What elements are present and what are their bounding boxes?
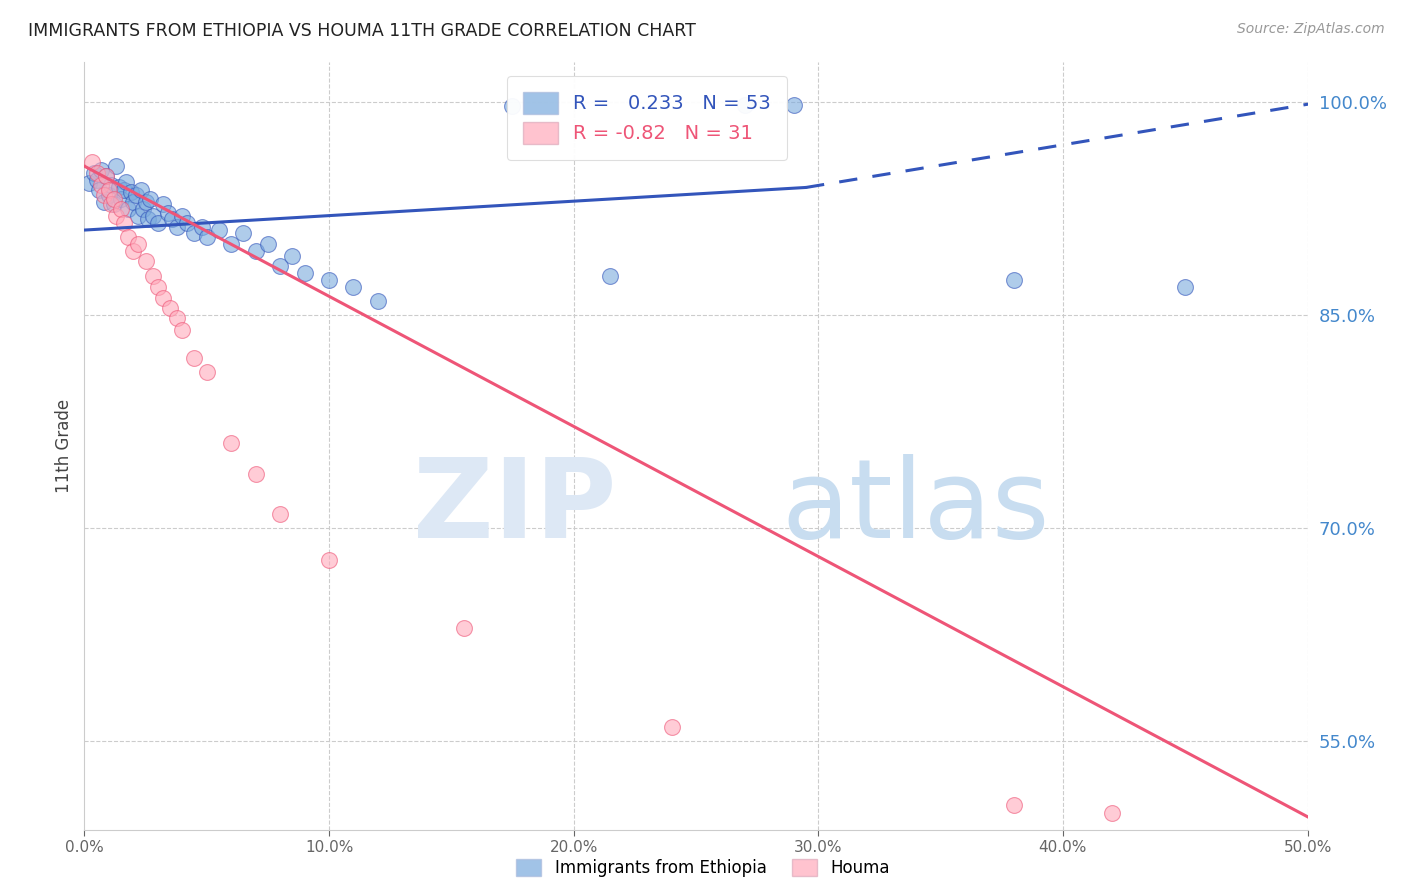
- Point: [103, 197, 125, 211]
- Point: [146, 280, 169, 294]
- Point: [86, 166, 108, 180]
- Point: [219, 436, 242, 450]
- Point: [142, 268, 165, 283]
- Point: [87, 183, 110, 197]
- Point: [132, 202, 155, 216]
- Point: [90, 178, 112, 192]
- Point: [96, 169, 118, 183]
- Point: [453, 621, 475, 635]
- Point: [172, 322, 194, 336]
- Point: [269, 507, 291, 521]
- Legend: R =   0.233   N = 53, R = -0.82   N = 31: R = 0.233 N = 53, R = -0.82 N = 31: [508, 76, 787, 160]
- Point: [127, 209, 149, 223]
- Point: [117, 230, 139, 244]
- Point: [232, 226, 254, 240]
- Point: [502, 99, 524, 113]
- Point: [166, 220, 188, 235]
- Point: [105, 159, 128, 173]
- Point: [127, 237, 149, 252]
- Point: [166, 311, 188, 326]
- Point: [661, 720, 683, 734]
- Point: [115, 175, 138, 189]
- Point: [100, 197, 122, 211]
- Point: [783, 98, 806, 112]
- Point: [97, 187, 120, 202]
- Point: [105, 209, 128, 223]
- Point: [318, 273, 340, 287]
- Point: [77, 176, 100, 190]
- Point: [112, 216, 135, 230]
- Point: [162, 211, 184, 226]
- Point: [281, 249, 304, 263]
- Point: [90, 163, 112, 178]
- Point: [195, 365, 218, 379]
- Point: [367, 294, 389, 309]
- Point: [156, 206, 179, 220]
- Point: [599, 268, 621, 283]
- Text: Source: ZipAtlas.com: Source: ZipAtlas.com: [1237, 22, 1385, 37]
- Point: [135, 194, 157, 209]
- Point: [183, 226, 205, 240]
- Point: [93, 194, 115, 209]
- Point: [1174, 280, 1197, 294]
- Point: [139, 192, 162, 206]
- Point: [176, 216, 198, 230]
- Point: [80, 154, 103, 169]
- Legend: Immigrants from Ethiopia, Houma: Immigrants from Ethiopia, Houma: [510, 852, 896, 884]
- Point: [152, 197, 174, 211]
- Point: [100, 178, 122, 192]
- Point: [83, 166, 105, 180]
- Point: [342, 280, 364, 294]
- Point: [159, 301, 181, 316]
- Point: [245, 467, 267, 482]
- Point: [1002, 798, 1025, 813]
- Point: [245, 244, 267, 259]
- Point: [103, 192, 125, 206]
- Point: [122, 194, 145, 209]
- Point: [146, 216, 169, 230]
- Text: ZIP: ZIP: [413, 454, 616, 561]
- Text: atlas: atlas: [782, 454, 1050, 561]
- Point: [107, 180, 129, 194]
- Point: [1101, 805, 1123, 820]
- Point: [219, 237, 242, 252]
- Point: [110, 192, 132, 206]
- Point: [269, 259, 291, 273]
- Point: [294, 266, 316, 280]
- Point: [172, 209, 194, 223]
- Point: [257, 237, 280, 252]
- Point: [125, 187, 148, 202]
- Point: [136, 211, 159, 226]
- Point: [120, 185, 142, 199]
- Point: [122, 244, 145, 259]
- Point: [191, 220, 214, 235]
- Point: [318, 552, 340, 566]
- Point: [142, 209, 165, 223]
- Point: [152, 291, 174, 305]
- Point: [1002, 273, 1025, 287]
- Point: [208, 223, 231, 237]
- Point: [183, 351, 205, 365]
- Point: [110, 202, 132, 216]
- Point: [117, 202, 139, 216]
- Point: [93, 187, 115, 202]
- Y-axis label: 11th Grade: 11th Grade: [55, 399, 73, 493]
- Point: [86, 173, 108, 187]
- Point: [195, 230, 218, 244]
- Point: [96, 169, 118, 183]
- Point: [135, 254, 157, 268]
- Point: [734, 98, 756, 112]
- Point: [97, 183, 120, 197]
- Text: IMMIGRANTS FROM ETHIOPIA VS HOUMA 11TH GRADE CORRELATION CHART: IMMIGRANTS FROM ETHIOPIA VS HOUMA 11TH G…: [28, 22, 696, 40]
- Point: [129, 183, 152, 197]
- Point: [112, 183, 135, 197]
